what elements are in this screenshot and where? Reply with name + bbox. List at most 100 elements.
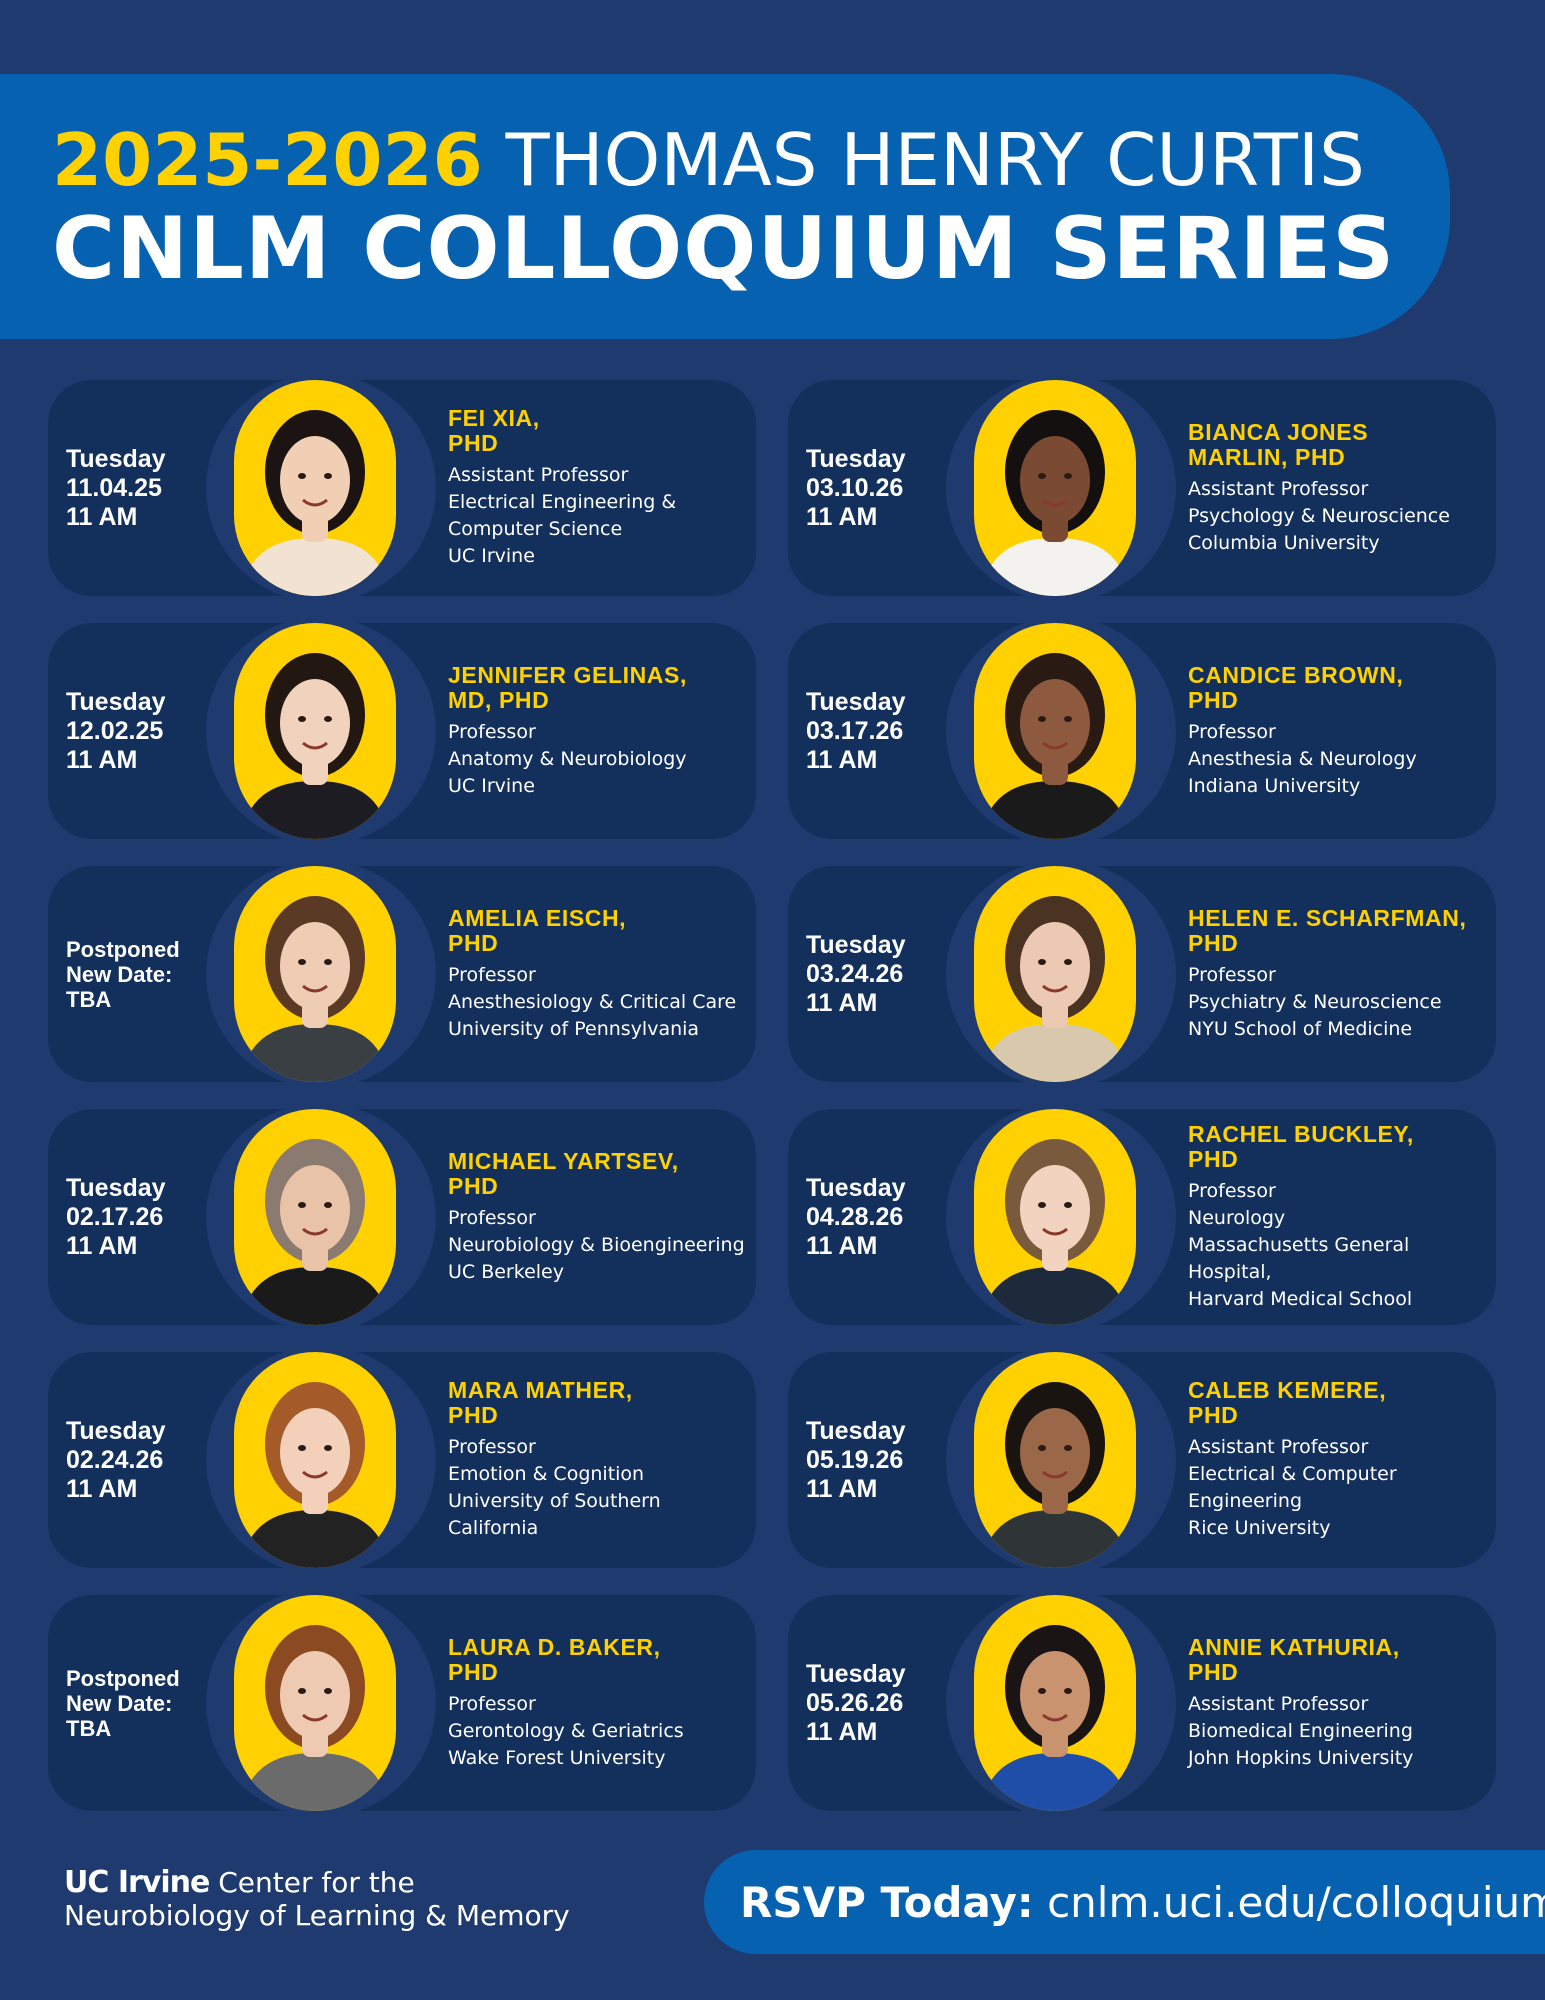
speaker-detail: Rice University: [1188, 1517, 1331, 1539]
speaker-name-line2: PHD: [448, 1402, 499, 1428]
series-subtitle: 2025-2026 THOMAS HENRY CURTIS: [52, 124, 1365, 196]
speaker-detail: NYU School of Medicine: [1188, 1017, 1413, 1040]
speaker-name-line2: PHD: [1188, 1658, 1239, 1685]
speaker-photo: [974, 1352, 1136, 1568]
speaker-name: AMELIA EISCH, PHD: [448, 905, 748, 956]
speaker-detail: Psychology & Neuroscience: [1188, 504, 1450, 527]
speaker-detail: Professor: [1188, 720, 1276, 743]
speaker-photo: [234, 1352, 396, 1568]
speaker-card: Tuesday 03.17.26 11 AM CANDICE BROWN, PHD P…: [788, 617, 1496, 845]
speaker-info: JENNIFER GELINAS, MD, PHD Professor Anatomy…: [448, 623, 748, 839]
speaker-photo: [234, 866, 396, 1082]
talk-date: Tuesday 03.17.26 11 AM: [806, 687, 906, 774]
speaker-detail: Professor: [448, 1692, 536, 1715]
speaker-name-line1: RACHEL BUCKLEY,: [1188, 1120, 1414, 1147]
logo-org-line2: Neurobiology of Learning & Memory: [64, 1899, 570, 1932]
speaker-card: Tuesday 02.24.26 11 AM MARA MATHER, PHD Pro…: [48, 1346, 756, 1574]
speaker-detail: Professor: [448, 720, 536, 743]
talk-date: Tuesday 11.04.25 11 AM: [66, 444, 166, 531]
speaker-info: CALEB KEMERE, PHD Assistant Professor Elect…: [1188, 1352, 1488, 1568]
speaker-name-line1: FEI XIA,: [448, 405, 540, 431]
speaker-info: ANNIE KATHURIA, PHD Assistant Professor Bio…: [1188, 1595, 1488, 1811]
speaker-info: MARA MATHER, PHD Professor Emotion & Cognit…: [448, 1352, 748, 1568]
speaker-detail: Anesthesia & Neurology: [1188, 747, 1417, 770]
speaker-name-line1: CALEB KEMERE,: [1188, 1377, 1387, 1403]
speaker-detail: Psychiatry & Neuroscience: [1188, 990, 1442, 1013]
rsvp-link[interactable]: RSVP Today: cnlm.uci.edu/colloquium: [740, 1880, 1545, 1926]
speaker-name-line1: MICHAEL YARTSEV,: [448, 1147, 679, 1174]
speaker-card: Postponed New Date: TBA LAURA D. BAKER, PH…: [48, 1589, 756, 1817]
logo-org-line1: Center for the: [218, 1866, 415, 1899]
speaker-name: CALEB KEMERE, PHD: [1188, 1378, 1488, 1428]
speaker-name: FEI XIA, PHD: [448, 406, 748, 456]
speaker-photo: [974, 380, 1136, 596]
speaker-detail: Anatomy & Neurobiology: [448, 747, 687, 770]
speaker-photo: [234, 1109, 396, 1325]
speaker-detail: Indiana University: [1188, 774, 1361, 797]
speaker-detail: University of Pennsylvania: [448, 1017, 700, 1040]
speaker-name: CANDICE BROWN, PHD: [1188, 661, 1488, 713]
series-year: 2025-2026: [52, 118, 483, 202]
speaker-detail: Assistant Professor: [1188, 1436, 1369, 1458]
speaker-card: Tuesday 02.17.26 11 AM MICHAEL YARTSEV, PH…: [48, 1103, 756, 1331]
speaker-detail: Emotion & Cognition: [448, 1463, 645, 1485]
talk-date: Tuesday 04.28.26 11 AM: [806, 1173, 906, 1260]
speaker-detail: Neurobiology & Bioengineering: [448, 1233, 745, 1256]
speaker-detail: University of Southern California: [448, 1490, 661, 1539]
speaker-detail: Computer Science: [448, 518, 623, 540]
speaker-detail: Wake Forest University: [448, 1746, 666, 1769]
speaker-name-line2: PHD: [1188, 686, 1239, 713]
speaker-detail: UC Irvine: [448, 774, 535, 797]
speaker-name: RACHEL BUCKLEY, PHD: [1188, 1120, 1488, 1172]
speaker-photo: [234, 623, 396, 839]
speaker-photo: [974, 866, 1136, 1082]
speaker-name: MICHAEL YARTSEV, PHD: [448, 1147, 748, 1199]
speaker-name-line2: PHD: [448, 1658, 499, 1685]
speaker-detail: Gerontology & Geriatrics: [448, 1719, 684, 1742]
series-namesake: THOMAS HENRY CURTIS: [505, 118, 1365, 202]
speaker-name: BIANCA JONES MARLIN, PHD: [1188, 418, 1488, 470]
speaker-card: Tuesday 04.28.26 11 AM RACHEL BUCKLEY, PHD…: [788, 1103, 1496, 1331]
speaker-card: Tuesday 12.02.25 11 AM JENNIFER GELINAS, M…: [48, 617, 756, 845]
speaker-detail: Anesthesiology & Critical Care: [448, 990, 737, 1013]
header-band: [0, 74, 1450, 339]
speaker-info: LAURA D. BAKER, PHD Professor Gerontology &…: [448, 1595, 748, 1811]
speaker-name: ANNIE KATHURIA, PHD: [1188, 1633, 1488, 1685]
speaker-detail: Columbia University: [1188, 531, 1380, 554]
speaker-detail: Biomedical Engineering: [1188, 1719, 1413, 1742]
speaker-detail: Harvard Medical School: [1188, 1287, 1413, 1310]
speaker-name: HELEN E. SCHARFMAN, PHD: [1188, 905, 1488, 956]
page-title: CNLM COLLOQUIUM SERIES: [52, 199, 1396, 299]
talk-date: Tuesday 02.17.26 11 AM: [66, 1173, 166, 1260]
speaker-card: Tuesday 05.19.26 11 AM CALEB KEMERE, PHD As…: [788, 1346, 1496, 1574]
speaker-name-line1: CANDICE BROWN,: [1188, 661, 1404, 688]
speaker-info: BIANCA JONES MARLIN, PHD Assistant Profess…: [1188, 380, 1488, 596]
speaker-name-line2: PHD: [1188, 1402, 1239, 1428]
speaker-photo: [234, 1595, 396, 1811]
speaker-name-line2: MARLIN, PHD: [1188, 443, 1346, 470]
speaker-name: MARA MATHER, PHD: [448, 1378, 748, 1428]
speaker-info: RACHEL BUCKLEY, PHD Professor Neurology Mass…: [1188, 1109, 1488, 1325]
logo-brand: UC Irvine: [64, 1865, 210, 1900]
speaker-detail: Professor: [1188, 963, 1276, 986]
speaker-name-line1: BIANCA JONES: [1188, 418, 1369, 445]
speaker-card: Postponed New Date: TBA AMELIA EISCH, PHD P…: [48, 860, 756, 1088]
speaker-detail: Assistant Professor: [1188, 1692, 1369, 1715]
speaker-name-line1: LAURA D. BAKER,: [448, 1633, 661, 1660]
speaker-info: HELEN E. SCHARFMAN, PHD Professor Psychiatr…: [1188, 866, 1488, 1082]
speaker-name-line1: MARA MATHER,: [448, 1377, 633, 1403]
speaker-name-line1: JENNIFER GELINAS,: [448, 661, 687, 688]
talk-date: Postponed New Date: TBA: [66, 936, 180, 1012]
rsvp-band: [704, 1850, 1545, 1954]
speaker-photo: [974, 623, 1136, 839]
talk-date: Tuesday 02.24.26 11 AM: [66, 1416, 166, 1503]
speaker-info: MICHAEL YARTSEV, PHD Professor Neurobiology…: [448, 1109, 748, 1325]
speaker-detail: Electrical Engineering &: [448, 491, 677, 513]
speaker-photo: [974, 1595, 1136, 1811]
speaker-detail: UC Berkeley: [448, 1260, 564, 1283]
speaker-card: Tuesday 05.26.26 11 AM ANNIE KATHURIA, PHD…: [788, 1589, 1496, 1817]
speaker-card: Tuesday 03.10.26 11 AM BIANCA JONES MARLIN…: [788, 374, 1496, 602]
speaker-card: Tuesday 11.04.25 11 AM FEI XIA, PHD Assista…: [48, 374, 756, 602]
speaker-name-line2: PHD: [448, 929, 499, 956]
speaker-name-line1: ANNIE KATHURIA,: [1188, 1633, 1400, 1660]
